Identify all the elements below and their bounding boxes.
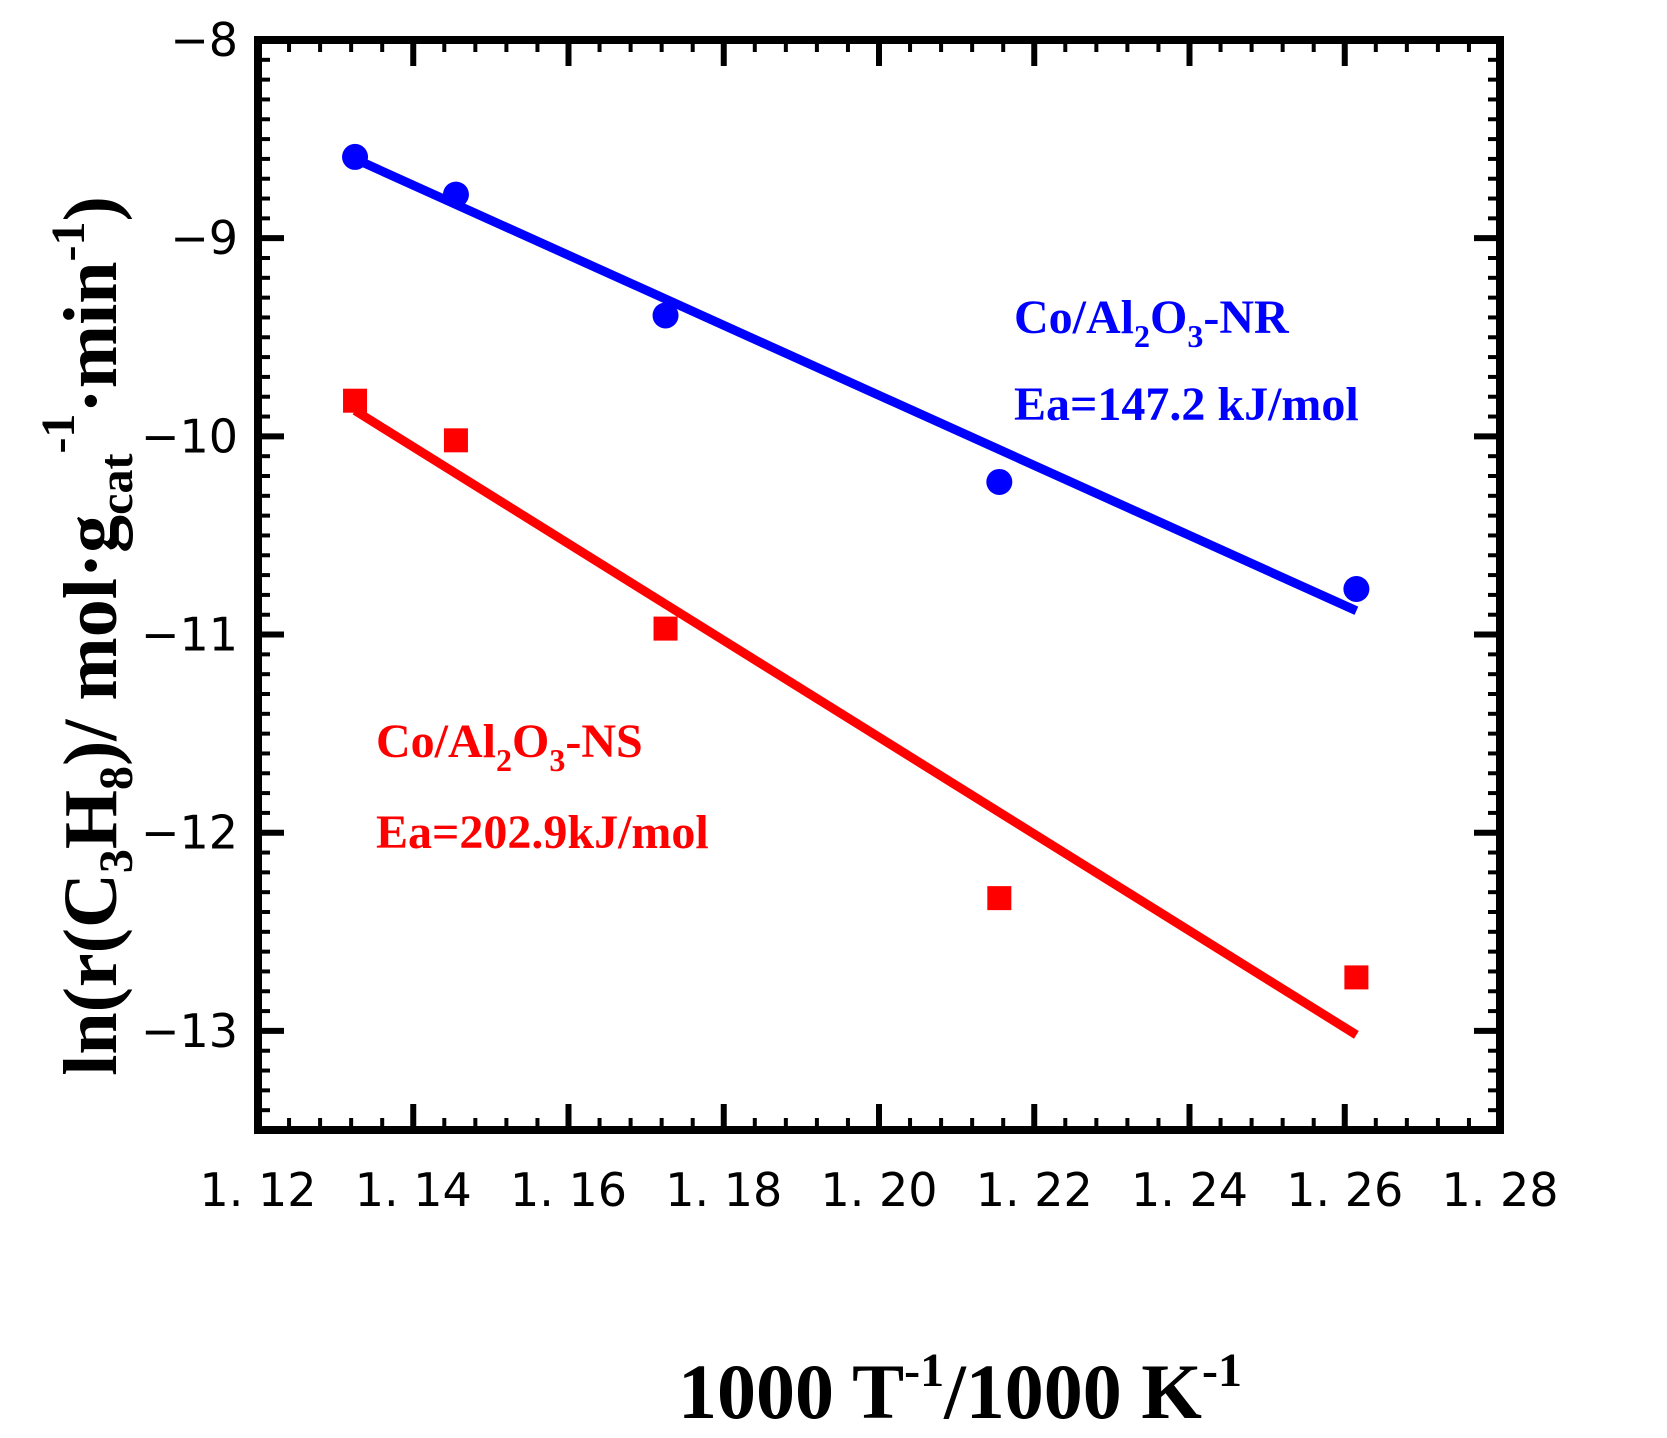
series-label-nr-mid: O (1150, 291, 1187, 344)
x-axis-title: 1000 T-1/1000 K-1 (678, 1344, 1242, 1435)
data-point-ns (987, 886, 1012, 911)
series-label-nr: Co/Al2O3-NR (1014, 291, 1290, 354)
y-tick-label: −10 (141, 409, 238, 463)
series-ea-nr: Ea=147.2 kJ/mol (1014, 378, 1359, 431)
series-label-nr-post: -NR (1203, 291, 1290, 344)
data-point-nr (652, 302, 679, 329)
y-axis-title-p5: ) (49, 196, 133, 221)
series-label-nr-sub2: 3 (1187, 318, 1203, 354)
y-axis-title-p2: H (49, 790, 133, 849)
plot-frame (254, 36, 1504, 1134)
x-tick-label: 1. 28 (1441, 1163, 1558, 1217)
series-label-ns-sub2: 3 (549, 742, 565, 778)
x-axis-title-mid: /1000 K (943, 1348, 1202, 1435)
x-tick-label: 1. 18 (665, 1163, 782, 1217)
fit-lines (352, 154, 1359, 1039)
series-label-nr-pre: Co/Al (1014, 291, 1134, 344)
data-point-ns (343, 388, 368, 413)
x-tick-label: 1. 14 (355, 1163, 472, 1217)
series-label-ns-post: -NS (565, 715, 642, 768)
y-tick-label: −8 (170, 13, 238, 67)
series-label-ns-pre: Co/Al (376, 715, 496, 768)
y-axis-title-sup3: -1 (32, 414, 85, 454)
data-point-nr (442, 181, 469, 208)
data-point-ns (653, 616, 678, 641)
fit-line-ns (352, 406, 1359, 1039)
series-label-nr-sub1: 2 (1134, 318, 1150, 354)
x-axis-title-sup1: -1 (904, 1344, 944, 1397)
x-axis-title-main: 1000 T (678, 1348, 904, 1435)
data-point-ns (1344, 965, 1369, 990)
x-tick-label: 1. 20 (820, 1163, 937, 1217)
data-point-ns (443, 428, 468, 453)
data-markers (342, 143, 1370, 990)
x-tick-label: 1. 12 (199, 1163, 316, 1217)
data-point-nr (342, 143, 369, 170)
x-tick-label: 1. 26 (1286, 1163, 1403, 1217)
y-axis-title: ln(r(C3H8)/ mol·gcat-1·min-1) (32, 196, 143, 1076)
fit-line-nr (353, 154, 1359, 615)
series-label-ns: Co/Al2O3-NS (376, 715, 643, 778)
x-tick-label: 1. 22 (976, 1163, 1093, 1217)
y-axis-title-p1: ln(r(C (49, 873, 133, 1076)
y-axis-title-p3: )/ mol·g (49, 515, 133, 766)
y-tick-label: −11 (141, 608, 238, 662)
y-tick-label: −12 (141, 806, 238, 860)
x-axis-title-sup2: -1 (1202, 1344, 1242, 1397)
y-axis-title-p4: ·min (49, 262, 133, 414)
tick-labels: 1. 12 1. 14 1. 16 1. 18 1. 20 1. 22 1. 24 1. 26… (141, 13, 1559, 1217)
data-point-nr (986, 468, 1013, 495)
x-tick-label: 1. 24 (1131, 1163, 1248, 1217)
series-label-ns-mid: O (512, 715, 549, 768)
y-axis-title-sub2: 8 (90, 766, 143, 790)
x-tick-label: 1. 16 (510, 1163, 627, 1217)
y-axis-title-sub3: cat (90, 454, 143, 515)
series-label-ns-sub1: 2 (496, 742, 512, 778)
y-axis-title-sub1: 3 (90, 849, 143, 873)
y-tick-label: −9 (170, 211, 238, 265)
y-tick-label: −13 (141, 1004, 238, 1058)
series-ea-ns: Ea=202.9kJ/mol (376, 806, 709, 859)
data-point-nr (1343, 575, 1370, 602)
y-axis-title-sup4: -1 (42, 222, 95, 262)
